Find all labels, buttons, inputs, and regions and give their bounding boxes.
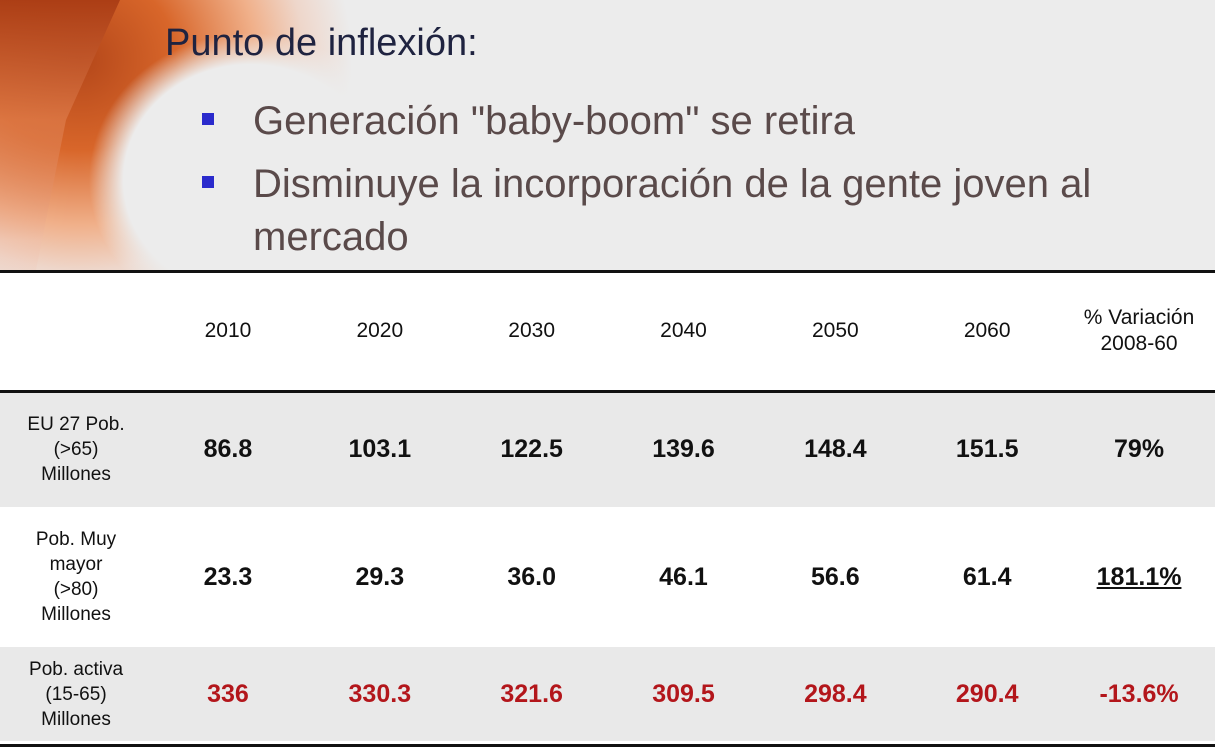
- table-cell: 61.4: [962, 562, 1012, 591]
- header-row: 2010 2020 2030 2040 2050 2060 % Variació…: [0, 273, 1215, 393]
- header-cell-2040: 2040: [607, 273, 760, 393]
- square-bullet-icon: [202, 113, 214, 125]
- table-cell: 29.3: [355, 562, 405, 591]
- variation-value: 181.1%: [1096, 562, 1182, 591]
- table-cell: 23.3: [203, 562, 253, 591]
- bullet-list: Generación "baby-boom" se retira Disminu…: [200, 95, 1190, 274]
- table-row: Pob. Muy mayor (>80) Millones 23.3 29.3 …: [0, 507, 1215, 647]
- table-cell: 290.4: [955, 679, 1019, 708]
- table-row: Pob. activa (15-65) Millones 336 330.3 3…: [0, 647, 1215, 741]
- data-table: 2010 2020 2030 2040 2050 2060 % Variació…: [0, 273, 1215, 741]
- bullet-item: Generación "baby-boom" se retira: [200, 95, 1190, 148]
- table-cell: 139.6: [652, 435, 715, 464]
- table-cell: 148.4: [804, 435, 867, 464]
- variation-cell: 79%: [1114, 435, 1165, 464]
- bullet-text: Disminuye la incorporación de la gente j…: [253, 162, 1092, 259]
- header-cell-empty: [0, 273, 153, 393]
- header-cell-2020: 2020: [303, 273, 456, 393]
- header-cell-2060: 2060: [911, 273, 1064, 393]
- slide-title: Punto de inflexión:: [165, 22, 478, 64]
- table-cell: 56.6: [811, 562, 860, 591]
- row-label: EU 27 Pob. (>65) Millones: [0, 391, 152, 507]
- population-table: 2010 2020 2030 2040 2050 2060 % Variació…: [0, 270, 1215, 747]
- variation-cell: -13.6%: [1099, 679, 1179, 708]
- table-row: EU 27 Pob. (>65) Millones 86.8 103.1 122…: [0, 391, 1215, 507]
- table-cell: 330.3: [348, 679, 412, 708]
- table-cell: 86.8: [203, 435, 253, 464]
- table-cell: 336: [207, 679, 249, 708]
- table-cell: 36.0: [507, 562, 556, 591]
- header-cell-2010: 2010: [152, 273, 304, 393]
- bullet-item: Disminuye la incorporación de la gente j…: [200, 158, 1190, 264]
- variation-cell: 181.1%: [1063, 507, 1215, 647]
- header-cell-variation: % Variación 2008-60: [1063, 273, 1215, 393]
- square-bullet-icon: [202, 176, 214, 188]
- bullet-text: Generación "baby-boom" se retira: [253, 99, 856, 143]
- row-label: Pob. Muy mayor (>80) Millones: [0, 507, 152, 647]
- row-label-text: Pob. activa (15-65) Millones: [29, 658, 124, 730]
- table-cell: 122.5: [500, 435, 563, 464]
- header-cell-2050: 2050: [759, 273, 912, 393]
- header-cell-2030: 2030: [455, 273, 608, 393]
- table-cell: 103.1: [348, 435, 412, 464]
- table-cell: 298.4: [804, 679, 867, 708]
- table-cell: 309.5: [652, 679, 715, 708]
- variation-header-text: % Variación 2008-60: [1083, 306, 1195, 356]
- table-cell: 46.1: [659, 562, 708, 591]
- table-cell: 321.6: [500, 679, 563, 708]
- row-label-text: Pob. Muy mayor (>80) Millones: [35, 529, 117, 625]
- row-label-text: EU 27 Pob. (>65) Millones: [27, 414, 125, 486]
- table-cell: 151.5: [955, 435, 1019, 464]
- row-label: Pob. activa (15-65) Millones: [0, 647, 152, 741]
